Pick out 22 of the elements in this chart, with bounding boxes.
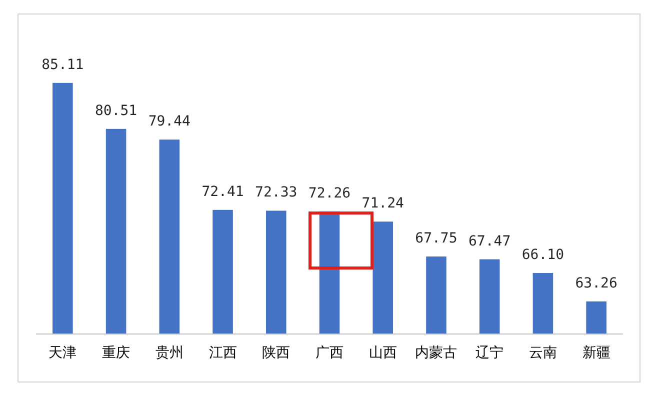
x-tick-label: 内蒙古 — [415, 345, 458, 361]
data-label: 67.47 — [468, 233, 511, 250]
x-tick-label: 新疆 — [582, 345, 610, 361]
data-label: 80.51 — [94, 102, 138, 119]
x-tick-label: 重庆 — [102, 345, 130, 361]
data-label: 71.24 — [362, 196, 404, 212]
data-label: 66.10 — [522, 247, 564, 263]
data-label: 72.26 — [308, 185, 351, 202]
x-tick-label: 云南 — [528, 345, 557, 361]
x-tick-label: 辽宁 — [476, 345, 504, 361]
data-label: 63.26 — [575, 275, 618, 292]
x-tick-label: 江西 — [208, 345, 237, 361]
data-label: 79.44 — [148, 114, 190, 130]
x-tick-label: 天津 — [48, 345, 77, 361]
data-label: 67.75 — [415, 230, 458, 246]
x-tick-label: 陕西 — [262, 345, 290, 361]
data-label: 72.33 — [255, 184, 298, 201]
x-tick-label: 山西 — [368, 345, 397, 361]
x-tick-label: 广西 — [316, 345, 344, 361]
x-tick-label: 贵州 — [155, 345, 184, 361]
data-label: 85.11 — [42, 56, 84, 73]
data-label: 72.41 — [202, 184, 244, 200]
